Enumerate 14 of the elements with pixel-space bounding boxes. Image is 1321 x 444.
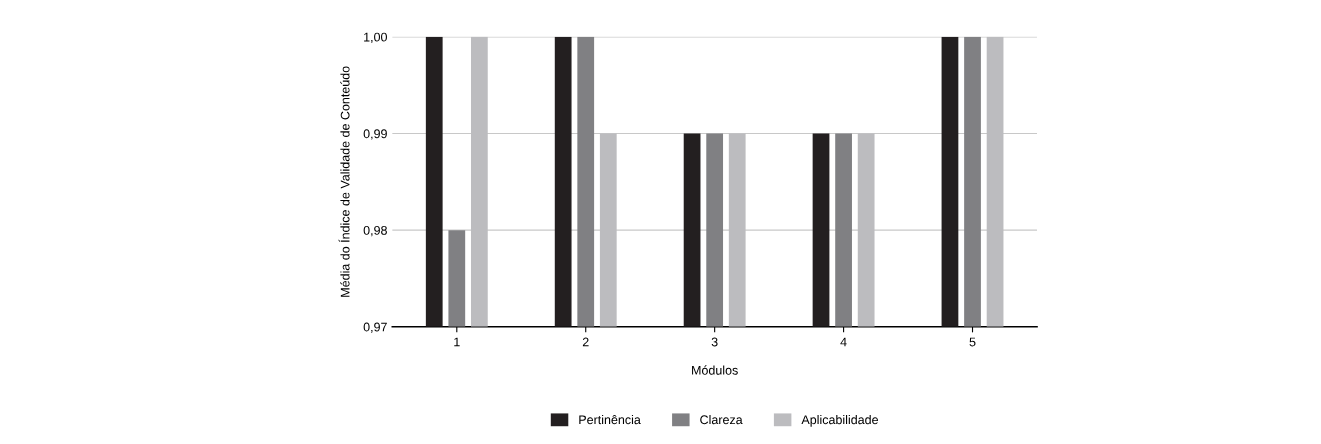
x-tick-label: 5 <box>969 337 976 347</box>
legend-label: Pertinência <box>579 414 641 425</box>
x-tick-label: 4 <box>840 337 847 347</box>
y-tick-label: 1,00 <box>364 32 387 43</box>
x-tick-label: 1 <box>454 337 460 347</box>
x-tick-label: 2 <box>582 337 589 347</box>
y-tick-label: 0,97 <box>363 322 387 333</box>
x-tick-label: 3 <box>711 337 718 347</box>
legend-label: Clareza <box>700 414 743 425</box>
y-axis-title: Média do Índice de Validade de Conteúdo <box>338 66 350 297</box>
x-axis-title: Módulos <box>692 365 738 375</box>
y-tick-label: 0,99 <box>363 129 387 140</box>
y-tick-label: 0,98 <box>363 225 387 237</box>
legend-label: Aplicabilidade <box>801 414 878 427</box>
